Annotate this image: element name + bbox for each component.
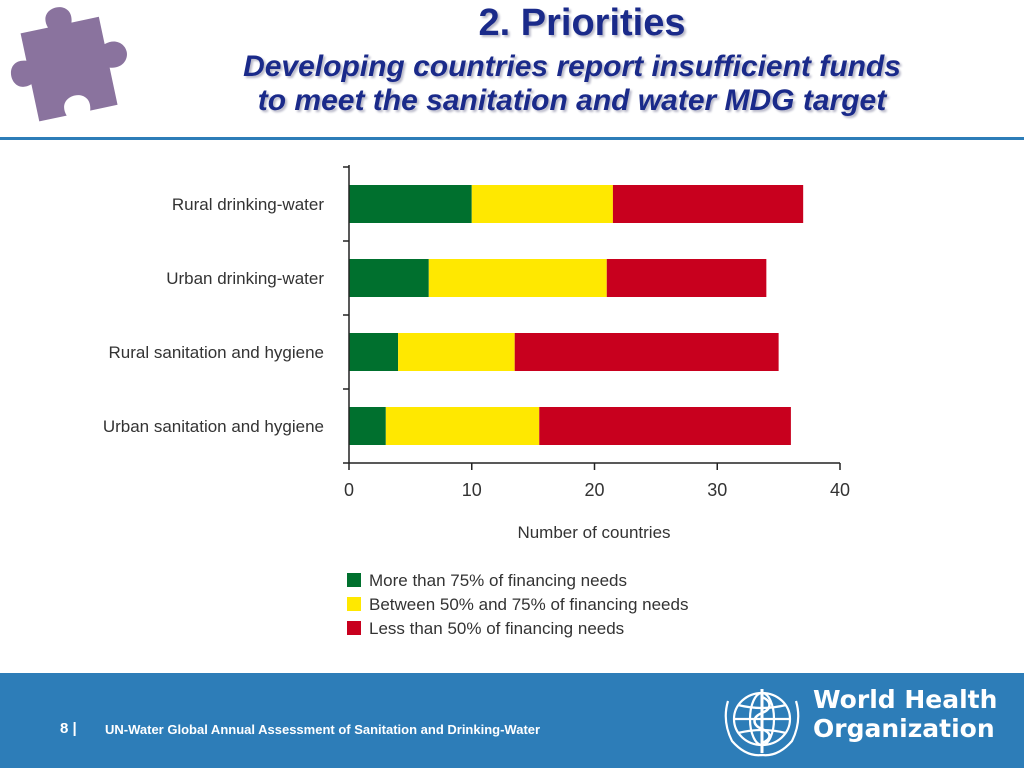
page-separator: | bbox=[72, 720, 77, 737]
financing-chart: Rural drinking-water Urban drinking-water… bbox=[103, 165, 850, 638]
bar-segment bbox=[612, 185, 804, 223]
footer-bar: 8 | UN-Water Global Annual Assessment of… bbox=[0, 673, 1024, 768]
legend-swatch bbox=[347, 597, 361, 611]
bar-segment bbox=[349, 185, 472, 223]
legend-label: More than 75% of financing needs bbox=[369, 571, 627, 590]
page-number-value: 8 bbox=[60, 720, 69, 737]
slide-subtitle: Developing countries report insufficient… bbox=[142, 50, 1002, 118]
who-name-line-1: World Health bbox=[813, 685, 998, 714]
bar-segment bbox=[398, 333, 515, 371]
bar-segment bbox=[539, 407, 791, 445]
category-label: Rural sanitation and hygiene bbox=[109, 343, 324, 362]
x-tick-label: 20 bbox=[584, 480, 604, 500]
category-label: Urban drinking-water bbox=[166, 269, 324, 288]
bar-segment bbox=[349, 333, 399, 371]
who-name-line-2: Organization bbox=[813, 714, 995, 743]
bar-segment bbox=[349, 407, 386, 445]
x-tick-label: 10 bbox=[462, 480, 482, 500]
category-label: Urban sanitation and hygiene bbox=[103, 417, 324, 436]
slide-title: 2. Priorities bbox=[478, 2, 686, 44]
bar-segment bbox=[514, 333, 779, 371]
bar-segment bbox=[606, 259, 767, 297]
category-label: Rural drinking-water bbox=[172, 195, 324, 214]
tick-labels: 0 10 20 30 40 bbox=[344, 480, 850, 500]
slide-header: 2. Priorities Developing countries repor… bbox=[0, 0, 1024, 140]
puzzle-piece-icon bbox=[10, 7, 127, 122]
axes-group bbox=[343, 165, 841, 470]
x-tick-label: 40 bbox=[830, 480, 850, 500]
bar-segment bbox=[471, 185, 613, 223]
legend-swatch bbox=[347, 621, 361, 635]
subtitle-line-2: to meet the sanitation and water MDG tar… bbox=[257, 84, 887, 117]
page-number: 8 | bbox=[60, 720, 77, 737]
x-tick-label: 30 bbox=[707, 480, 727, 500]
category-labels: Rural drinking-water Urban drinking-water… bbox=[103, 195, 325, 436]
chart-legend: More than 75% of financing needs Between … bbox=[347, 571, 688, 638]
x-tick-label: 0 bbox=[344, 480, 354, 500]
subtitle-line-1: Developing countries report insufficient… bbox=[243, 50, 901, 83]
legend-label: Between 50% and 75% of financing needs bbox=[369, 595, 688, 614]
bar-segment bbox=[385, 407, 540, 445]
bar-segment bbox=[349, 259, 429, 297]
footer-caption: UN-Water Global Annual Assessment of San… bbox=[105, 722, 541, 737]
who-emblem-icon bbox=[724, 689, 800, 757]
legend-label: Less than 50% of financing needs bbox=[369, 619, 624, 638]
bar-segment bbox=[428, 259, 607, 297]
x-axis-label: Number of countries bbox=[517, 523, 670, 542]
who-name: World Health Organization bbox=[813, 685, 997, 743]
bars-group bbox=[349, 185, 804, 445]
legend-swatch bbox=[347, 573, 361, 587]
title-divider bbox=[0, 137, 1024, 140]
